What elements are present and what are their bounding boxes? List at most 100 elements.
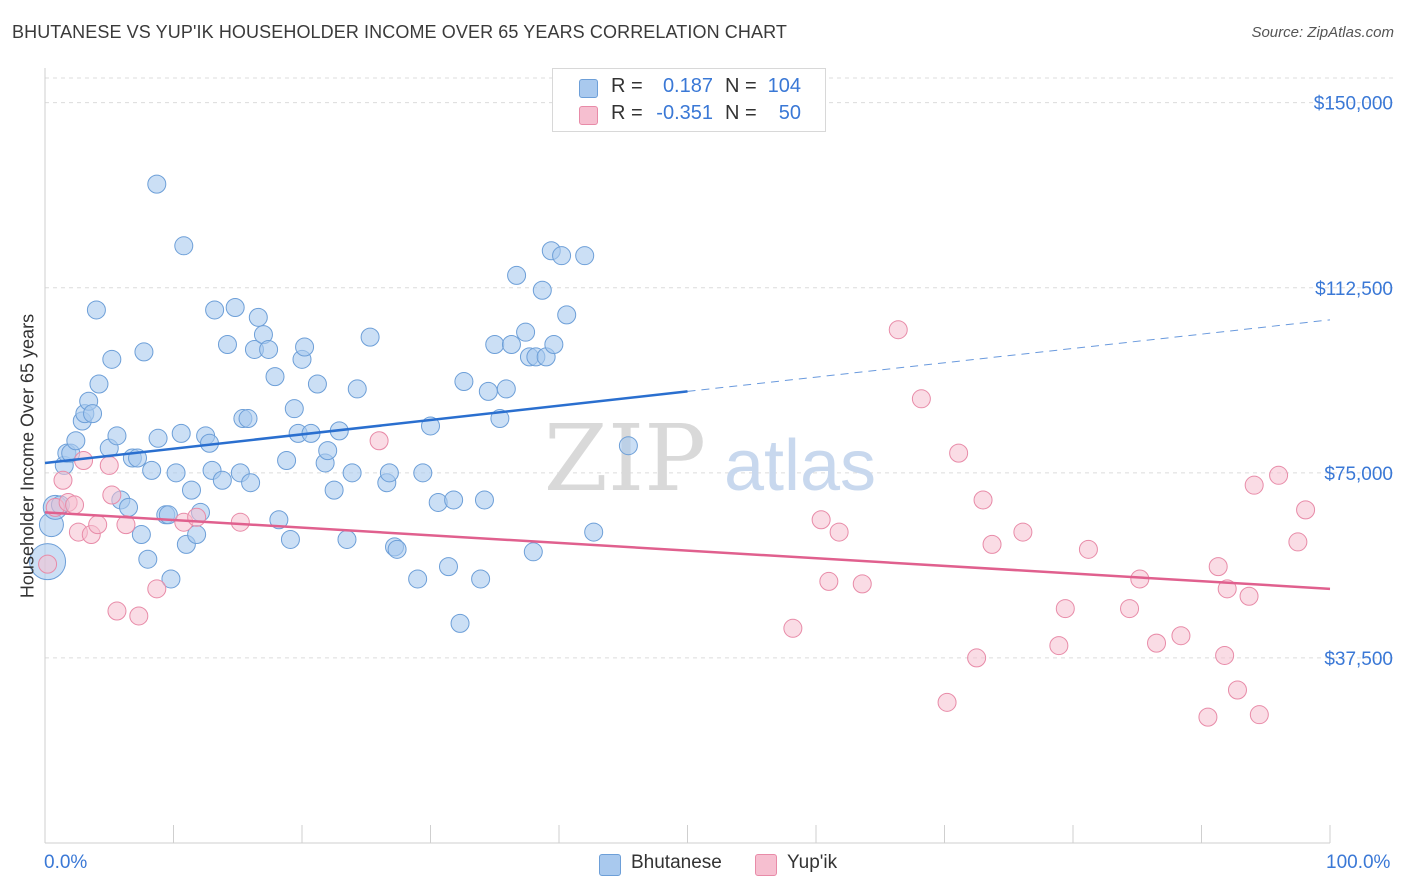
data-point-bhutanese [575, 246, 595, 266]
data-point-yupik [1249, 705, 1269, 725]
data-point-bhutanese [284, 399, 304, 419]
data-point-yupik [147, 579, 167, 599]
data-point-yupik [187, 507, 207, 527]
data-point-bhutanese [337, 529, 357, 549]
data-point-bhutanese [277, 451, 297, 470]
watermark-zip: ZIP [544, 405, 706, 512]
chart-source: Source: ZipAtlas.com [1251, 24, 1394, 41]
bottom-legend-swatch-yupik [755, 854, 777, 876]
legend-n-value: 50 [778, 102, 801, 124]
data-point-yupik [102, 485, 122, 505]
data-point-yupik [65, 495, 85, 515]
trend-line-bhutanese [44, 390, 688, 465]
data-point-bhutanese [413, 463, 433, 483]
data-point-bhutanese [205, 300, 225, 320]
x-tick-label-min: 0.0% [44, 852, 88, 873]
data-point-yupik [982, 534, 1002, 554]
data-point-bhutanese [86, 300, 106, 320]
data-point-yupik [911, 389, 931, 409]
data-point-bhutanese [454, 372, 474, 392]
data-point-yupik [88, 515, 108, 535]
data-point-bhutanese [166, 463, 186, 483]
data-point-bhutanese [387, 539, 407, 559]
data-point-yupik [107, 601, 127, 621]
data-point-yupik [1171, 626, 1191, 646]
data-point-yupik [852, 574, 872, 594]
data-point-bhutanese [501, 335, 521, 355]
data-point-yupik [369, 431, 389, 451]
data-point-yupik [1147, 633, 1167, 653]
legend-row-bhutanese: R = 0.187 N = 104 [553, 75, 825, 101]
legend-row-yupik: R = -0.351 N = 50 [553, 102, 825, 128]
data-point-bhutanese [248, 307, 268, 327]
data-point-yupik [937, 692, 957, 712]
data-point-bhutanese [131, 525, 151, 545]
data-point-bhutanese [259, 339, 279, 359]
data-point-bhutanese [478, 381, 498, 401]
data-point-yupik [1239, 586, 1259, 606]
watermark-atlas: atlas [724, 426, 876, 506]
data-point-yupik [1120, 599, 1140, 619]
data-point-yupik [1217, 579, 1237, 599]
legend: R = 0.187 N = 104 R = -0.351 N = 50 [552, 68, 826, 132]
data-point-bhutanese [347, 379, 367, 399]
data-point-yupik [1208, 557, 1228, 577]
y-tick-labels: $37,500 $75,000 $112,500 $150,000 [1314, 94, 1393, 670]
data-point-yupik [888, 320, 908, 340]
legend-n-label: N = [725, 75, 757, 97]
data-point-yupik [1296, 500, 1316, 520]
data-point-yupik [1227, 680, 1247, 700]
data-point-yupik [819, 571, 839, 591]
data-point-yupik [116, 515, 136, 535]
chart-title: BHUTANESE VS YUP'IK HOUSEHOLDER INCOME O… [12, 22, 787, 42]
data-point-yupik [99, 455, 119, 475]
bottom-legend-label-bhutanese: Bhutanese [631, 852, 722, 873]
data-point-bhutanese [438, 557, 458, 577]
data-point-bhutanese [444, 490, 464, 510]
data-point-yupik [783, 618, 803, 638]
data-point-bhutanese [474, 490, 494, 510]
data-point-bhutanese [134, 342, 154, 362]
data-point-bhutanese [496, 379, 516, 399]
data-point-yupik [38, 554, 58, 574]
data-point-bhutanese [295, 337, 315, 357]
y-tick-label: $150,000 [1314, 94, 1393, 115]
data-point-bhutanese [174, 236, 194, 256]
data-point-bhutanese [360, 327, 380, 347]
data-point-bhutanese [83, 404, 103, 424]
data-point-bhutanese [161, 569, 181, 589]
data-point-bhutanese [212, 470, 232, 490]
y-tick-label: $75,000 [1324, 464, 1393, 485]
data-point-yupik [829, 522, 849, 542]
data-point-yupik [1055, 599, 1075, 619]
data-point-yupik [1013, 522, 1033, 542]
data-point-bhutanese [523, 542, 543, 562]
data-point-yupik [1244, 475, 1264, 495]
data-point-bhutanese [107, 426, 127, 446]
data-point-bhutanese [507, 265, 527, 285]
legend-swatch-yupik [579, 106, 598, 125]
data-point-bhutanese [238, 409, 258, 429]
trend-lines [44, 319, 1331, 591]
watermark: ZIP atlas [544, 405, 876, 512]
data-point-yupik [1215, 645, 1235, 665]
grid-layer [44, 68, 1394, 844]
data-point-bhutanese [552, 246, 572, 266]
data-point-bhutanese [532, 280, 552, 300]
data-point-bhutanese [584, 522, 604, 542]
series-bhutanese-points [29, 174, 638, 633]
data-point-bhutanese [307, 374, 327, 394]
data-point-bhutanese [269, 510, 289, 530]
data-point-bhutanese [171, 423, 191, 443]
data-point-yupik [1049, 636, 1069, 656]
legend-r-value: 0.187 [662, 75, 713, 97]
legend-n-value: 104 [767, 75, 801, 97]
bottom-legend-swatch-bhutanese [599, 854, 621, 876]
y-tick-label: $37,500 [1324, 649, 1393, 670]
data-point-yupik [1269, 465, 1289, 485]
data-point-bhutanese [138, 549, 158, 569]
data-point-yupik [973, 490, 993, 510]
legend-r-label: R = [611, 102, 643, 124]
data-point-bhutanese [485, 335, 505, 355]
